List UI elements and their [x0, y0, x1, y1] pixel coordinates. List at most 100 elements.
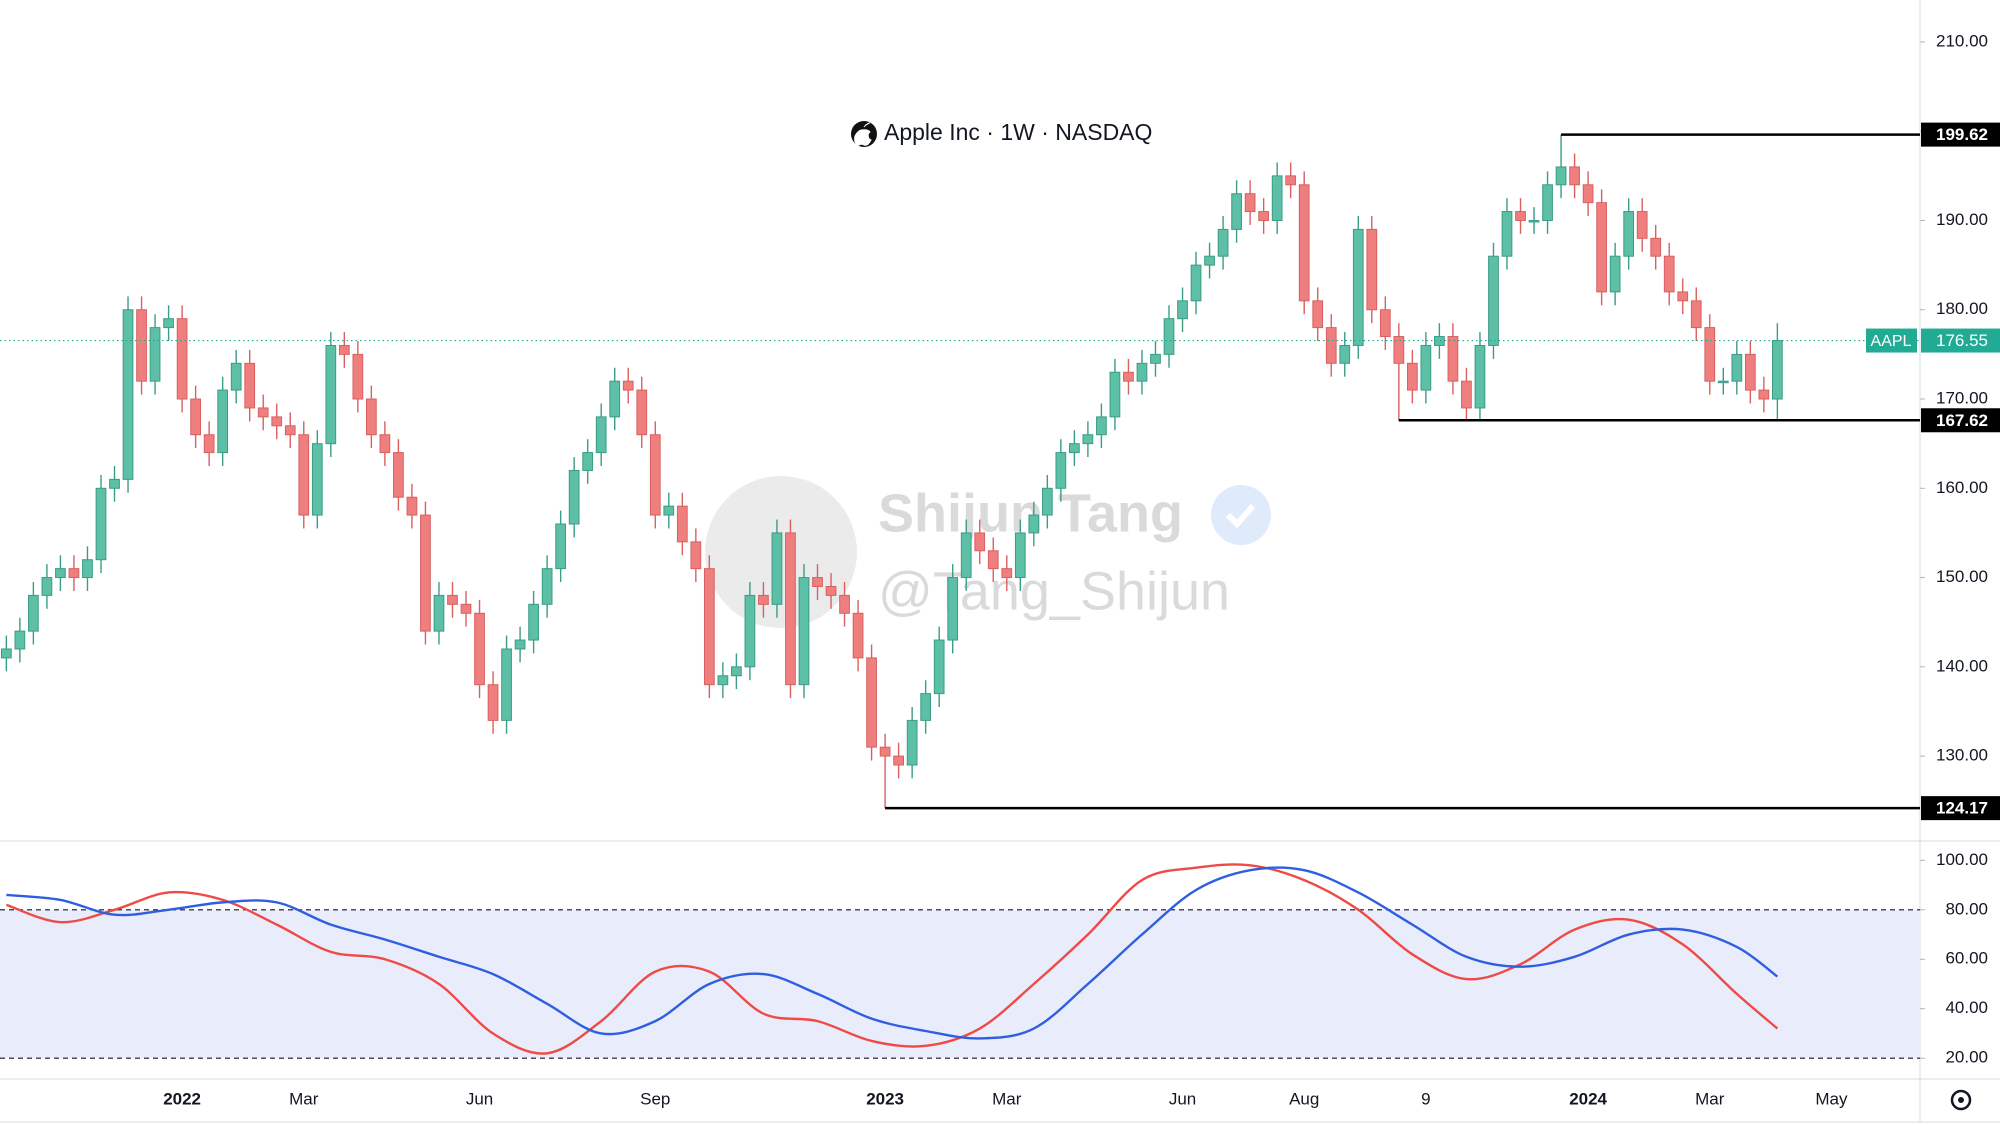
- level-label: 167.62: [1936, 411, 1988, 430]
- candle-body: [1217, 228, 1229, 257]
- candle-body: [1393, 336, 1405, 364]
- candle-body: [460, 603, 472, 614]
- candle-body: [731, 666, 742, 677]
- x-tick-label: Jun: [1169, 1089, 1196, 1108]
- y-tick-label: 210.00: [1936, 31, 1988, 50]
- settings-dot[interactable]: [1958, 1097, 1964, 1103]
- candle-body: [1636, 211, 1648, 239]
- candle-body: [55, 568, 66, 579]
- oscillator-line: [5, 863, 1779, 1055]
- candle-body: [163, 318, 174, 329]
- candle-body: [95, 487, 107, 561]
- chart-title: Apple Inc · 1W · NASDAQ: [884, 119, 1152, 145]
- candle-body: [987, 550, 999, 570]
- candle-body: [1204, 255, 1215, 266]
- candle-body: [595, 416, 607, 454]
- candle-body: [568, 469, 580, 525]
- candle-body: [933, 639, 945, 695]
- x-tick-label: Sep: [640, 1089, 670, 1108]
- candle-body: [1109, 371, 1121, 418]
- settings-ring[interactable]: [1950, 1089, 1972, 1111]
- candle-body: [1731, 353, 1743, 382]
- last-price-badge: [1921, 328, 2000, 353]
- candle-body: [839, 594, 850, 614]
- candle-body: [1271, 175, 1283, 221]
- candle-body: [812, 577, 823, 587]
- candle-body: [311, 443, 323, 516]
- candle-body: [1028, 514, 1040, 534]
- x-tick-label: Mar: [992, 1089, 1022, 1108]
- candle-body: [271, 416, 283, 427]
- candle-body: [1582, 184, 1594, 204]
- candle-body: [28, 594, 39, 632]
- candle-body: [1569, 166, 1580, 186]
- candle-body: [798, 577, 810, 686]
- x-tick-label: 2024: [1569, 1089, 1607, 1108]
- candle-body: [906, 719, 918, 766]
- settings-icon[interactable]: [1950, 1089, 1972, 1111]
- candle-body: [703, 568, 715, 686]
- symbol-label: AAPL: [1871, 333, 1912, 350]
- y-tick-label: 160.00: [1936, 478, 1988, 497]
- x-tick-label: May: [1815, 1089, 1848, 1108]
- candle-body: [1501, 211, 1513, 257]
- candle-body: [609, 380, 621, 418]
- watermark-name: Shijun Tang: [878, 483, 1183, 543]
- candle-body: [474, 612, 485, 686]
- candle-body: [1555, 166, 1567, 186]
- candle-body: [1136, 362, 1148, 382]
- y-tick-label: 60.00: [1945, 949, 1988, 968]
- x-tick-label: Jun: [466, 1089, 493, 1108]
- candle-body: [636, 389, 648, 436]
- candle-body: [203, 434, 215, 454]
- candle-body: [514, 639, 526, 650]
- candle-body: [1041, 487, 1053, 516]
- candle-body: [717, 675, 729, 686]
- x-tick-label: Aug: [1289, 1089, 1319, 1108]
- candle-body: [1717, 380, 1729, 384]
- candle-body: [1744, 353, 1756, 391]
- candle-body: [663, 505, 675, 516]
- y-tick-label: 100.00: [1936, 850, 1988, 869]
- candle-body: [41, 577, 53, 596]
- candle-body: [366, 398, 377, 436]
- candle-body: [1447, 336, 1459, 382]
- candle-body: [230, 362, 242, 391]
- level-badge: [1921, 408, 2000, 433]
- y-tick-label: 20.00: [1945, 1048, 1988, 1067]
- candle-body: [1596, 202, 1607, 293]
- candle-body: [1096, 416, 1107, 436]
- watermark-handle: @Tang_Shijun: [878, 561, 1230, 621]
- candle-body: [1325, 327, 1337, 364]
- candle-body: [1123, 371, 1134, 382]
- candle-body: [379, 434, 391, 454]
- candle-body: [771, 532, 783, 605]
- level-label: 124.17: [1936, 799, 1988, 818]
- candle-body: [501, 648, 512, 721]
- candle-body: [541, 568, 553, 605]
- candle-body: [690, 541, 702, 570]
- x-tick-label: Mar: [1695, 1089, 1725, 1108]
- candle-body: [676, 505, 688, 543]
- oscillator-line: [6, 866, 1779, 1040]
- candle-body: [1609, 255, 1621, 293]
- candle-body: [1542, 184, 1553, 221]
- level-label: 199.62: [1936, 125, 1988, 144]
- candle-body: [393, 452, 404, 498]
- candle-body: [1406, 362, 1418, 391]
- candle-body: [1082, 434, 1094, 445]
- candle-body: [528, 603, 539, 641]
- y-tick-label: 190.00: [1936, 210, 1988, 229]
- candle-body: [920, 693, 932, 721]
- candle-body: [1704, 327, 1716, 382]
- candle-body: [947, 577, 959, 641]
- oscillator-band: [0, 909, 1920, 1059]
- candle-body: [1001, 568, 1013, 579]
- candle-body: [825, 585, 837, 596]
- verified-check: [1225, 504, 1256, 529]
- candle-body: [1515, 211, 1526, 221]
- candle-body: [1298, 184, 1310, 302]
- candle-body: [82, 559, 93, 579]
- candle-body: [1623, 211, 1635, 257]
